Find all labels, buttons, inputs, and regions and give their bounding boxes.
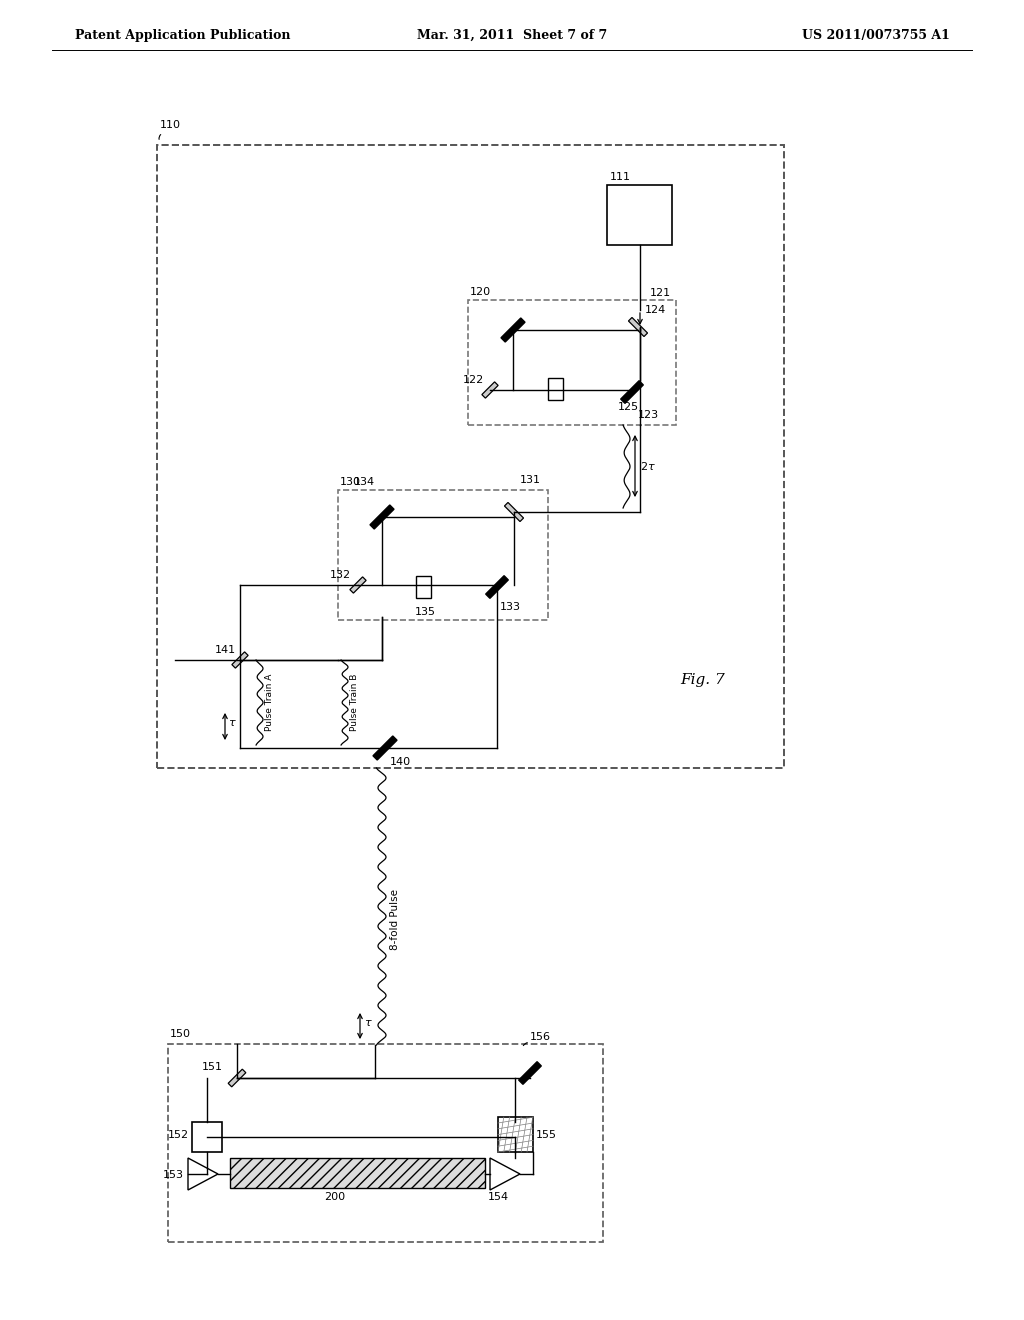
Bar: [193, 1122, 222, 1152]
Polygon shape: [501, 318, 525, 342]
Polygon shape: [519, 1061, 542, 1084]
Text: 200: 200: [325, 1192, 345, 1203]
Bar: [416, 576, 431, 598]
Bar: [338, 490, 548, 620]
Bar: [157, 145, 784, 768]
Text: 133: 133: [500, 602, 521, 612]
Text: Mar. 31, 2011  Sheet 7 of 7: Mar. 31, 2011 Sheet 7 of 7: [417, 29, 607, 41]
Text: 135: 135: [415, 607, 436, 616]
Text: 154: 154: [488, 1192, 509, 1203]
Polygon shape: [188, 1158, 218, 1191]
Text: 153: 153: [163, 1170, 184, 1180]
Text: 125: 125: [618, 403, 639, 412]
Bar: [607, 185, 672, 246]
Text: 141: 141: [215, 645, 237, 655]
Bar: [548, 378, 563, 400]
Bar: [168, 1044, 603, 1242]
Text: Pulse Train B: Pulse Train B: [350, 673, 359, 731]
Text: 120: 120: [470, 286, 492, 297]
Text: 123: 123: [638, 411, 659, 420]
Polygon shape: [370, 506, 394, 529]
Text: 155: 155: [536, 1130, 557, 1140]
Polygon shape: [350, 577, 367, 593]
Text: 140: 140: [390, 756, 411, 767]
Text: 8-fold Pulse: 8-fold Pulse: [390, 890, 400, 950]
Text: 151: 151: [202, 1063, 223, 1072]
Text: $\tau$: $\tau$: [228, 718, 237, 729]
Bar: [468, 300, 676, 425]
Text: 130: 130: [340, 477, 361, 487]
Polygon shape: [231, 652, 248, 668]
Text: Pulse Train A: Pulse Train A: [265, 673, 274, 731]
Text: 121: 121: [650, 288, 671, 298]
Polygon shape: [482, 381, 498, 399]
Text: Fig. 7: Fig. 7: [680, 673, 725, 686]
Text: $2\tau$: $2\tau$: [640, 459, 655, 473]
Text: 124: 124: [645, 305, 667, 315]
Text: 134: 134: [354, 477, 375, 487]
Text: 152: 152: [168, 1130, 189, 1140]
Text: Patent Application Publication: Patent Application Publication: [75, 29, 291, 41]
Polygon shape: [490, 1158, 520, 1191]
Text: US 2011/0073755 A1: US 2011/0073755 A1: [802, 29, 950, 41]
Polygon shape: [629, 317, 647, 337]
Text: 150: 150: [170, 1030, 191, 1039]
Text: 132: 132: [330, 570, 351, 579]
Text: 122: 122: [463, 375, 484, 385]
Polygon shape: [485, 576, 508, 598]
Polygon shape: [228, 1069, 246, 1086]
Polygon shape: [505, 503, 523, 521]
Polygon shape: [373, 737, 397, 760]
Text: $\tau$: $\tau$: [364, 1018, 373, 1028]
Polygon shape: [621, 380, 643, 404]
Text: 110: 110: [160, 120, 181, 129]
Text: 156: 156: [530, 1032, 551, 1041]
Bar: [230, 1158, 485, 1188]
Text: 111: 111: [610, 172, 631, 182]
Bar: [498, 1117, 534, 1152]
Text: 131: 131: [520, 475, 541, 484]
